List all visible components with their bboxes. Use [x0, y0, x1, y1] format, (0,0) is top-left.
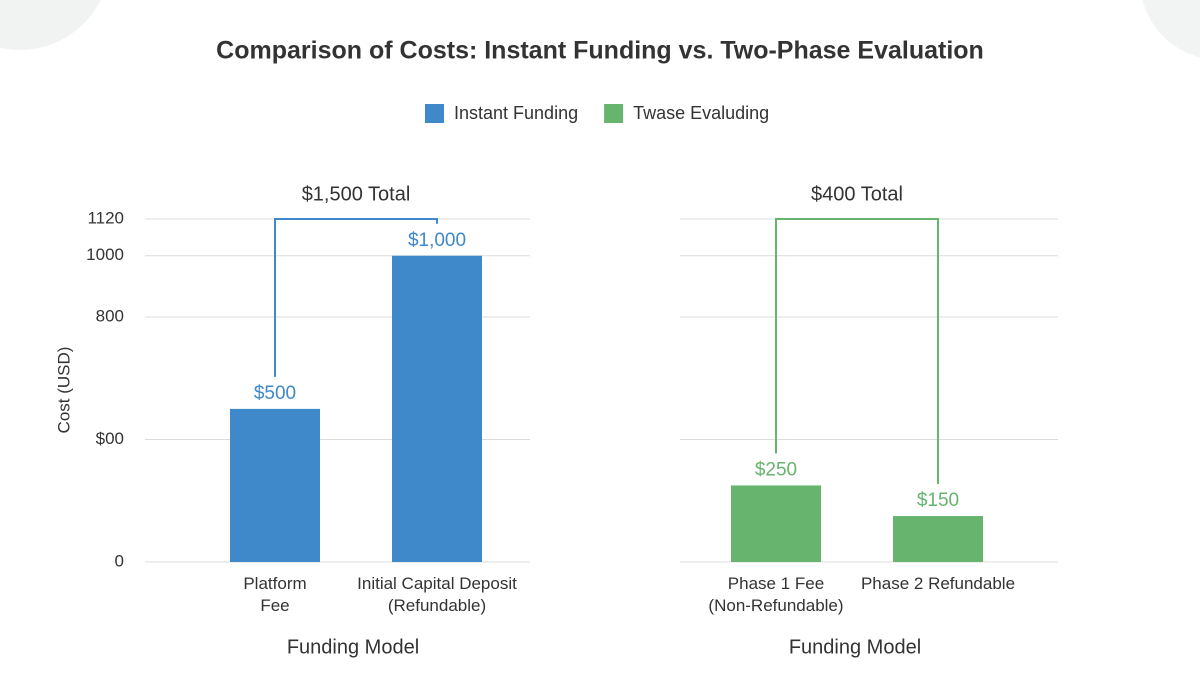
value-label: $150 — [917, 490, 959, 511]
bar — [893, 516, 983, 562]
x-axis-label: Funding Model — [789, 636, 921, 658]
x-tick-label: Platform Fee — [243, 574, 307, 615]
total-annotation: $400 Total — [811, 183, 903, 205]
y-tick-label: $00 — [96, 429, 124, 448]
x-tick-label: Phase 2 Refundable — [860, 574, 1016, 593]
total-annotation: $1,500 Total — [302, 183, 411, 205]
decoration — [1142, 0, 1200, 58]
legend-swatch — [604, 104, 624, 123]
legend-label: Twase Evaluding — [633, 103, 769, 123]
bar — [731, 485, 821, 562]
value-label: $500 — [254, 383, 296, 404]
total-bracket — [775, 218, 939, 485]
y-axis-label: Cost (USD) — [54, 347, 73, 434]
y-tick-label: 800 — [96, 306, 124, 325]
y-tick-label: 1000 — [86, 245, 124, 264]
decoration — [0, 0, 101, 50]
y-tick-label: 0 — [115, 551, 124, 570]
y-tick-label: 1120 — [87, 208, 124, 227]
x-tick-label: Phase 1 Fee (Non-Refundable) — [708, 574, 844, 615]
bar — [230, 408, 320, 562]
legend-label: Instant Funding — [454, 103, 578, 123]
legend-swatch — [425, 104, 444, 123]
value-label: $1,000 — [408, 230, 466, 251]
value-label: $250 — [755, 459, 797, 480]
total-bracket — [274, 218, 438, 377]
x-tick-label: Initial Capital Deposit (Refundable) — [357, 574, 517, 615]
chart-title: Comparison of Costs: Instant Funding vs.… — [216, 37, 984, 65]
x-axis-label: Funding Model — [287, 636, 419, 658]
bar — [392, 255, 482, 562]
